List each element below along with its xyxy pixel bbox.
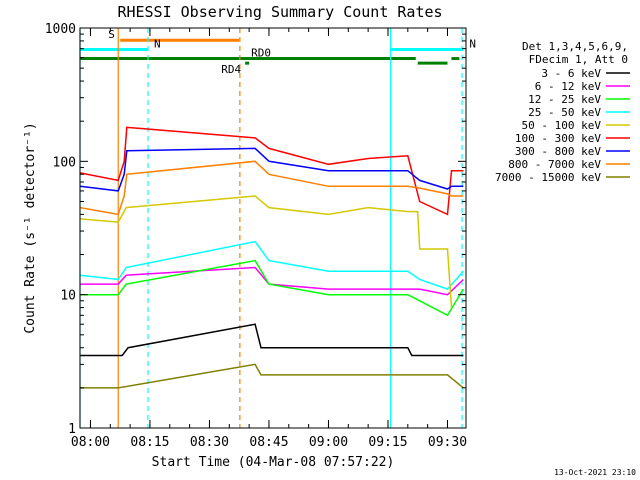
legend-label-4: 50 - 100 keV (522, 119, 602, 132)
flag-bars: S N N RD0 RD4 (80, 28, 476, 76)
y-tick-label-1: 10 (60, 289, 76, 304)
x-axis: 08:00 08:15 08:30 08:45 09:00 09:15 09:30 (71, 28, 467, 450)
legend-label-5: 100 - 300 keV (515, 132, 601, 145)
legend-label-6: 300 - 800 keV (515, 145, 601, 158)
series-line-8 (80, 363, 464, 389)
legend-header-0: Det 1,3,4,5,6,9, (522, 40, 628, 53)
legend-label-7: 800 - 7000 keV (508, 158, 601, 171)
x-tick-label-3: 08:45 (249, 435, 288, 450)
series-line-4 (80, 195, 453, 308)
legend: Det 1,3,4,5,6,9,FDecim 1, Att 03 - 6 keV… (495, 40, 630, 184)
series-group (80, 126, 465, 389)
x-tick-label-1: 08:15 (130, 435, 169, 450)
legend-label-1: 6 - 12 keV (535, 80, 602, 93)
vertical-markers (79, 28, 463, 428)
flag-label-1: N (154, 37, 161, 50)
legend-header-1: FDecim 1, Att 0 (529, 53, 628, 66)
x-axis-label: Start Time (04-Mar-08 07:57:22) (152, 455, 395, 470)
chart-title: RHESSI Observing Summary Count Rates (117, 3, 442, 21)
plot-frame (79, 27, 467, 429)
series-line-2 (80, 259, 465, 317)
y-tick-label-2: 100 (53, 155, 76, 170)
series-line-0 (80, 323, 464, 357)
y-tick-label-3: 1000 (45, 22, 76, 37)
x-tick-label-4: 09:00 (309, 435, 348, 450)
series-line-7 (80, 160, 464, 216)
legend-label-8: 7000 - 15000 keV (495, 171, 601, 184)
legend-label-2: 12 - 25 keV (528, 93, 601, 106)
flag-label-0: S (108, 28, 115, 41)
legend-label-3: 25 - 50 keV (528, 106, 601, 119)
flag-label-2: N (469, 37, 476, 50)
x-tick-label-6: 09:30 (428, 435, 467, 450)
series-line-3 (80, 240, 464, 290)
y-axis-label: Count Rate (s⁻¹ detector⁻¹) (23, 122, 38, 333)
series-line-6 (80, 147, 464, 192)
timestamp: 13-Oct-2021 23:10 (554, 468, 636, 477)
x-tick-label-0: 08:00 (71, 435, 110, 450)
series-line-5 (80, 126, 464, 216)
x-tick-label-2: 08:30 (190, 435, 229, 450)
legend-label-0: 3 - 6 keV (541, 67, 601, 80)
flag-label-4: RD4 (221, 63, 241, 76)
y-tick-label-0: 1 (68, 422, 76, 437)
series-line-1 (80, 266, 464, 296)
y-axis: 1 10 100 1000 (45, 22, 466, 437)
x-tick-label-5: 09:15 (368, 435, 407, 450)
flag-label-3: RD0 (251, 47, 271, 60)
